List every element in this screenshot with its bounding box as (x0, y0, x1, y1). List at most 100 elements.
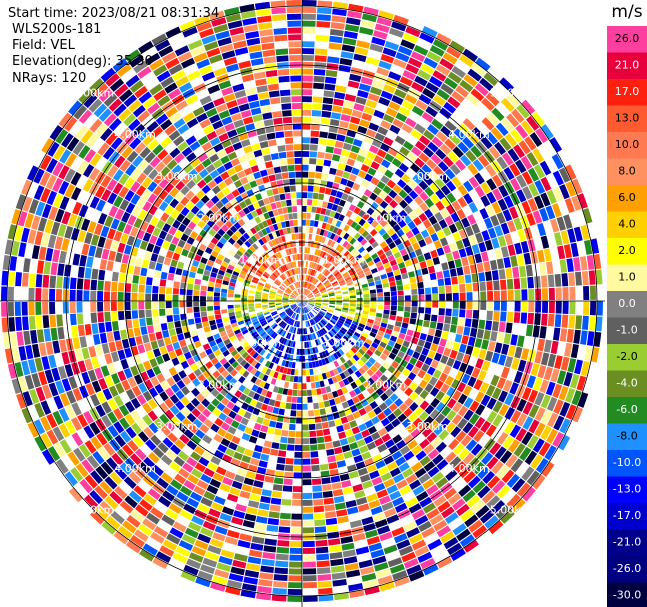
velocity-gate (479, 510, 495, 524)
velocity-gate (335, 244, 342, 251)
velocity-gate (197, 152, 209, 163)
velocity-gate (275, 302, 282, 304)
velocity-gate (344, 562, 359, 571)
velocity-gate (218, 326, 226, 333)
velocity-gate (378, 190, 388, 200)
velocity-gate (249, 493, 261, 502)
velocity-gate (192, 240, 201, 249)
velocity-gate (275, 317, 281, 322)
velocity-gate (42, 315, 50, 329)
velocity-gate (105, 321, 113, 332)
velocity-gate (370, 549, 385, 559)
velocity-gate (243, 576, 258, 585)
velocity-gate (257, 337, 264, 344)
velocity-gate (198, 333, 206, 340)
velocity-gate (222, 233, 231, 241)
velocity-gate (231, 360, 239, 369)
velocity-gate (272, 272, 278, 279)
velocity-gate (216, 241, 225, 249)
velocity-gate (251, 279, 259, 284)
velocity-gate (318, 587, 333, 595)
velocity-gate (214, 314, 222, 320)
velocity-gate (165, 294, 172, 301)
velocity-gate (302, 267, 304, 274)
velocity-gate (123, 368, 133, 379)
velocity-gate (133, 266, 141, 276)
velocity-gate (414, 545, 430, 557)
velocity-gate (119, 417, 130, 430)
velocity-gate (201, 141, 213, 152)
velocity-gate (274, 261, 280, 268)
velocity-gate (110, 240, 120, 252)
velocity-gate (300, 335, 302, 342)
velocity-gate (218, 269, 225, 276)
velocity-gate (169, 198, 179, 209)
velocity-gate (373, 320, 381, 326)
velocity-gate (40, 432, 53, 449)
velocity-gate (302, 301, 308, 305)
velocity-gate (377, 427, 388, 437)
velocity-gate (363, 342, 371, 349)
velocity-gate (383, 455, 395, 465)
velocity-gate (342, 354, 349, 362)
velocity-gate (368, 281, 375, 287)
velocity-gate (377, 265, 385, 272)
velocity-gate (253, 171, 262, 180)
velocity-gate (96, 199, 106, 212)
velocity-gate (103, 442, 116, 456)
velocity-gate (216, 489, 229, 499)
velocity-gate (302, 506, 314, 513)
velocity-gate (372, 512, 386, 522)
velocity-gate (358, 246, 366, 254)
velocity-gate (111, 311, 118, 321)
velocity-gate (336, 134, 346, 142)
velocity-gate (340, 337, 348, 344)
velocity-gate (297, 341, 300, 348)
velocity-gate (318, 243, 324, 250)
velocity-gate (296, 298, 302, 301)
velocity-gate (145, 77, 160, 90)
velocity-gate (155, 551, 172, 564)
velocity-gate (243, 183, 252, 191)
velocity-gate (472, 159, 484, 172)
velocity-gate (499, 77, 515, 92)
velocity-gate (49, 301, 56, 315)
velocity-gate (377, 292, 384, 297)
velocity-gate (406, 134, 418, 146)
velocity-gate (302, 298, 308, 301)
velocity-gate (238, 246, 246, 254)
velocity-gate (177, 333, 185, 341)
velocity-gate (28, 199, 39, 215)
velocity-gate (299, 301, 302, 307)
velocity-gate (587, 362, 597, 378)
velocity-gate (325, 314, 331, 320)
velocity-gate (247, 556, 262, 565)
velocity-gate (367, 93, 380, 103)
velocity-gate (205, 348, 213, 356)
velocity-gate (57, 263, 65, 276)
velocity-gate (297, 297, 302, 301)
velocity-gate (312, 288, 318, 293)
velocity-gate (293, 305, 298, 311)
velocity-gate (268, 240, 274, 248)
velocity-gate (220, 388, 229, 397)
velocity-gate (306, 292, 312, 297)
velocity-gate (332, 578, 347, 587)
velocity-gate (230, 319, 237, 325)
velocity-gate (138, 301, 145, 310)
velocity-gate (162, 437, 174, 449)
velocity-gate (371, 241, 379, 249)
velocity-gate (420, 63, 435, 75)
velocity-gate (315, 546, 329, 554)
velocity-gate (191, 515, 205, 526)
velocity-gate (302, 479, 312, 486)
velocity-gate (331, 482, 342, 490)
velocity-gate (71, 325, 79, 338)
velocity-gate (361, 263, 369, 270)
velocity-gate (273, 580, 288, 588)
velocity-gate (358, 559, 373, 569)
velocity-gate (413, 185, 424, 195)
velocity-gate (175, 546, 191, 558)
velocity-gate (396, 285, 404, 291)
velocity-gate (432, 256, 441, 265)
